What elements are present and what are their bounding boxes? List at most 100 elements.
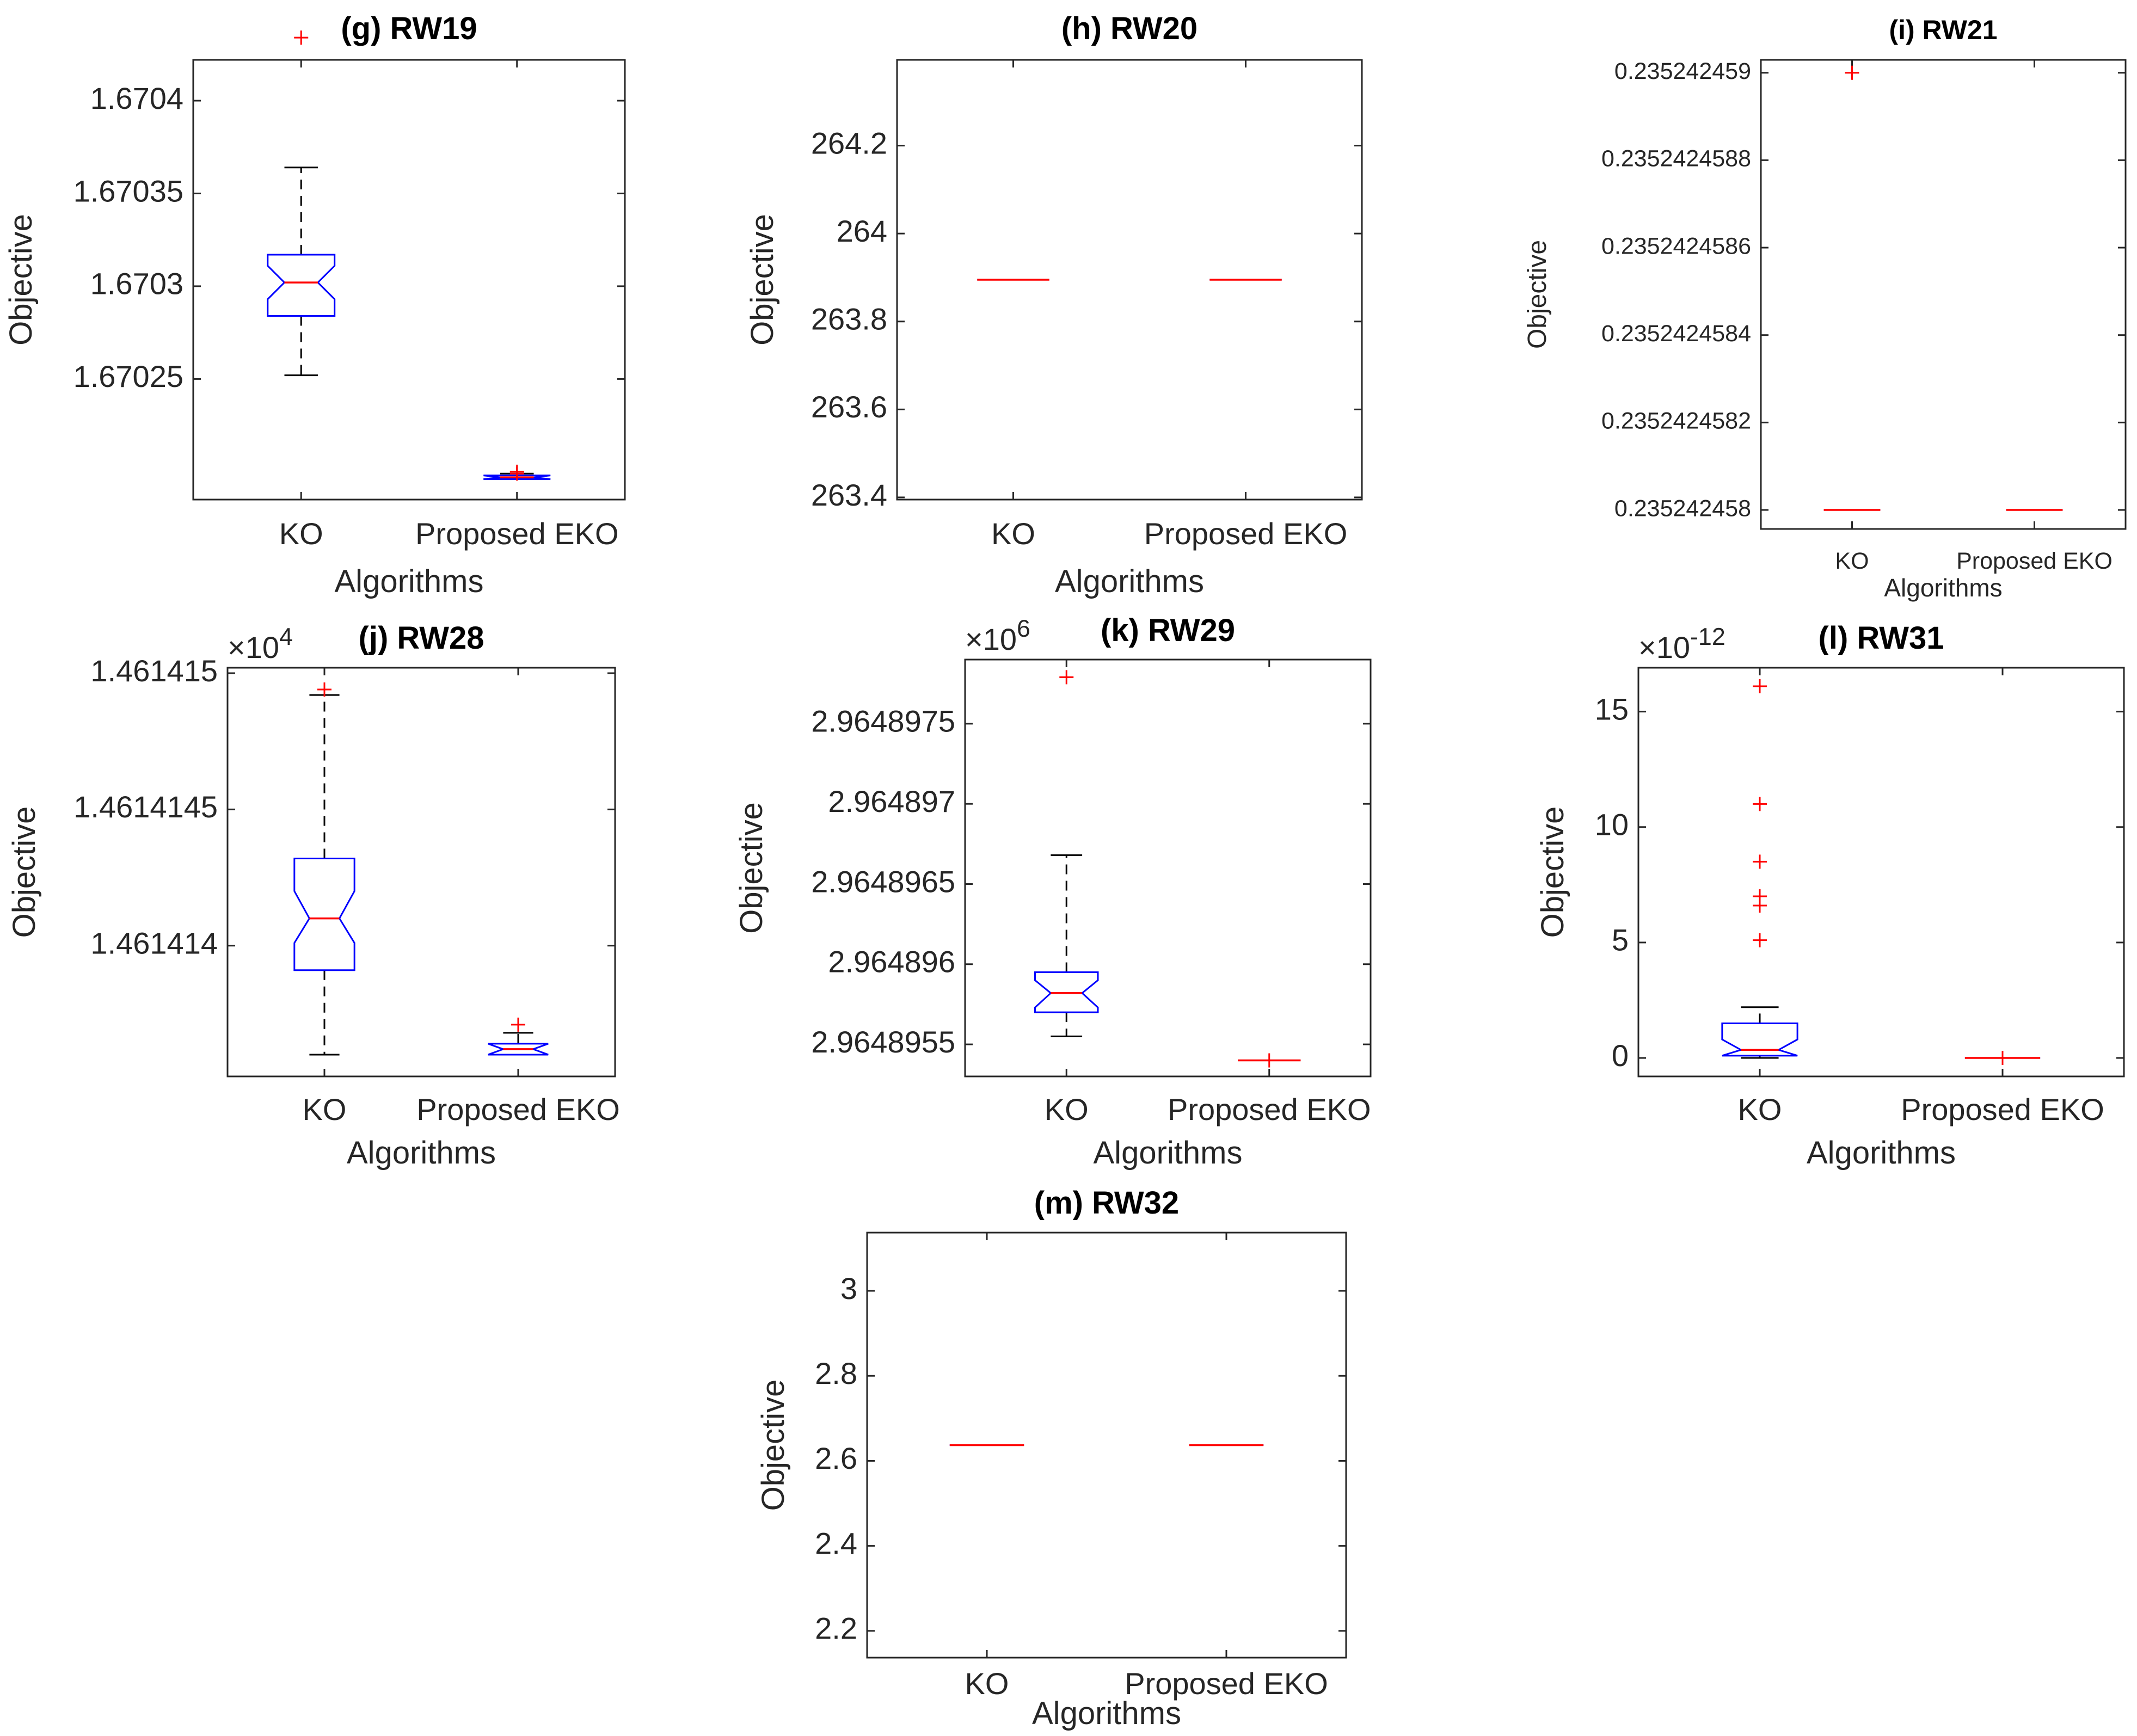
axes-frame <box>226 667 616 1078</box>
y-tick-label: 2.964897 <box>828 784 955 818</box>
y-tick-label: 0.2352424584 <box>1601 321 1751 347</box>
axes-frame <box>1637 667 2125 1078</box>
y-axis-label: Objective <box>756 1380 791 1511</box>
y-tick-label: 1.6704 <box>90 81 183 115</box>
notched-box <box>267 254 336 317</box>
panel-j: 1.461414 1.4614145 1.461415 KO Proposed EKO (… <box>7 620 620 1171</box>
x-tick-label: KO <box>279 516 323 551</box>
chart-title: (h) RW20 <box>1061 11 1198 46</box>
y-tick-label: 264.2 <box>811 126 887 160</box>
y-tick-label: 1.67025 <box>73 359 183 393</box>
chart-title: (l) RW31 <box>1819 620 1944 656</box>
x-tick-label: Proposed EKO <box>1956 548 2113 574</box>
x-tick-label: Proposed EKO <box>1168 1092 1371 1126</box>
x-axis-label: Algorithms <box>347 1135 496 1171</box>
y-tick-label: 1.6703 <box>90 267 183 301</box>
y-tick-label: 1.67035 <box>73 174 183 208</box>
notched-box <box>293 857 355 971</box>
x-tick-label: KO <box>1835 548 1869 574</box>
box-proposed-eko <box>488 1017 549 1056</box>
notched-box <box>1721 1022 1798 1057</box>
x-tick-label: Proposed EKO <box>1144 516 1348 551</box>
chart-title: (k) RW29 <box>1101 613 1235 648</box>
x-tick-label: KO <box>965 1666 1009 1701</box>
y-axis-label: Objective <box>1523 240 1552 349</box>
y-tick-label: 10 <box>1595 808 1629 842</box>
outlier-marker <box>1753 797 1767 811</box>
box-proposed-eko <box>1964 1051 2041 1066</box>
notched-box <box>483 475 551 480</box>
x-axis-label: Algorithms <box>1884 574 2002 602</box>
outlier-marker <box>1845 65 1859 80</box>
y-tick-label: 0 <box>1612 1038 1629 1073</box>
outlier-marker <box>1753 679 1767 693</box>
outlier-marker <box>1753 889 1767 904</box>
panel-l: 0 5 10 15 KO Proposed EKO (l) RW31 Algorithms Ob… <box>1535 620 2125 1171</box>
y-axis-label: Objective <box>7 807 42 938</box>
outlier-marker <box>1995 1051 2010 1066</box>
x-tick-label: Proposed EKO <box>415 516 619 551</box>
x-axis-label: Algorithms <box>335 564 484 599</box>
y-exponent-label: ×10-12 <box>1638 623 1725 664</box>
y-tick-label: 263.4 <box>811 478 887 512</box>
outlier-marker <box>1262 1053 1276 1068</box>
panel-i: 0.235242458 0.2352424582 0.2352424584 0.235… <box>1523 15 2127 602</box>
x-axis-label: Algorithms <box>1094 1135 1243 1171</box>
y-tick-label: 15 <box>1595 692 1629 726</box>
outlier-marker <box>511 1017 525 1032</box>
axes-frame <box>964 658 1372 1078</box>
panel-h: 263.4 263.6 263.8 264 264.2 KO Proposed EKO (h)… <box>745 11 1363 599</box>
y-tick-label: 0.2352424582 <box>1601 408 1751 434</box>
y-tick-label: 2.9648965 <box>811 864 955 898</box>
outlier-marker <box>1753 854 1767 869</box>
x-tick-label: KO <box>1738 1092 1782 1126</box>
outlier-marker <box>509 464 524 479</box>
outlier-marker <box>294 30 309 45</box>
y-exponent-label: ×106 <box>965 615 1030 656</box>
y-tick-label: 2.6 <box>815 1441 857 1475</box>
chart-title: (i) RW21 <box>1889 15 1997 45</box>
outlier-marker <box>1059 670 1074 685</box>
panel-m: 2.2 2.4 2.6 2.8 3 KO Proposed EKO (m) RW32 Algor… <box>756 1185 1347 1731</box>
x-tick-label: Proposed EKO <box>416 1092 620 1126</box>
outlier-marker <box>1753 933 1767 947</box>
box-proposed-eko <box>1238 1053 1301 1068</box>
y-tick-label: 5 <box>1612 923 1629 957</box>
outlier-marker <box>317 682 331 697</box>
panel-k: 2.9648955 2.964896 2.9648965 2.964897 2.9648… <box>734 613 1372 1171</box>
y-tick-label: 2.4 <box>815 1526 857 1560</box>
y-tick-label: 2.9648975 <box>811 704 955 738</box>
y-tick-label: 0.2352424588 <box>1601 146 1751 172</box>
x-axis-label: Algorithms <box>1032 1696 1181 1731</box>
y-tick-label: 1.461415 <box>90 654 218 688</box>
box-ko <box>1034 670 1099 1037</box>
box-ko <box>1721 679 1798 1059</box>
y-tick-label: 264 <box>837 214 887 248</box>
chart-title: (j) RW28 <box>359 620 484 656</box>
y-axis-label: Objective <box>734 802 769 934</box>
y-tick-label: 263.6 <box>811 390 887 424</box>
x-tick-label: KO <box>1045 1092 1089 1126</box>
x-tick-label: KO <box>991 516 1035 551</box>
y-axis-label: Objective <box>745 214 780 346</box>
y-tick-label: 2.2 <box>815 1611 857 1646</box>
box-proposed-eko <box>483 464 551 481</box>
y-axis-label: Objective <box>3 214 39 346</box>
y-axis-label: Objective <box>1535 807 1570 938</box>
axes-frame <box>192 59 626 501</box>
x-tick-label: Proposed EKO <box>1125 1666 1328 1701</box>
box-ko <box>1823 65 1881 511</box>
axes-frame <box>1760 59 2127 530</box>
x-tick-label: Proposed EKO <box>1901 1092 2104 1126</box>
x-tick-label: KO <box>303 1092 347 1126</box>
y-tick-label: 0.235242459 <box>1614 58 1751 84</box>
y-tick-label: 263.8 <box>811 302 887 336</box>
y-exponent-label: ×104 <box>228 623 293 664</box>
box-ko <box>267 30 336 377</box>
y-tick-label: 2.9648955 <box>811 1025 955 1059</box>
y-tick-label: 2.8 <box>815 1356 857 1390</box>
y-tick-label: 1.4614145 <box>73 790 218 824</box>
box-ko <box>293 682 355 1056</box>
chart-title: (g) RW19 <box>341 11 477 46</box>
